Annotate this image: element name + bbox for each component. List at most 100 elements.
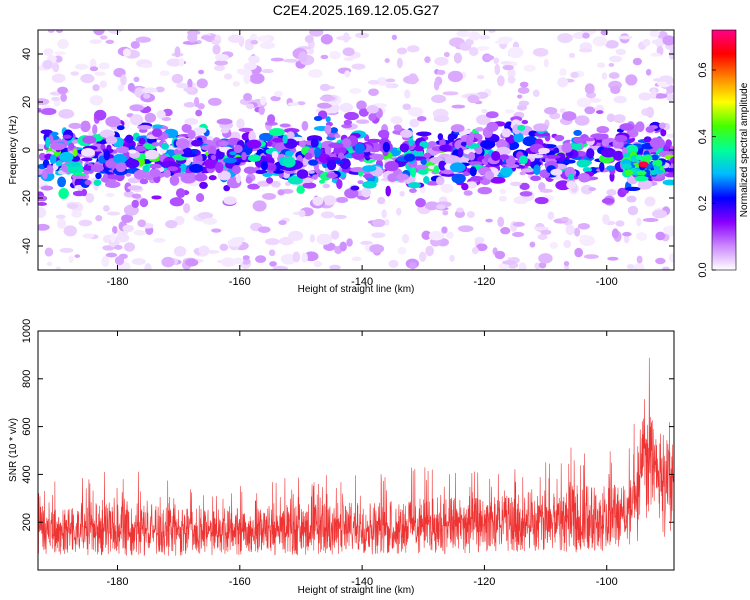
spectrogram-cell [301, 252, 308, 263]
snr-x-axis: -180 -160 -140 -120 -100 [106, 331, 618, 588]
spectrogram-cell [182, 148, 192, 154]
spectrogram-cell [618, 35, 633, 40]
spectrogram-cell [431, 94, 447, 103]
spectrogram-cell [42, 169, 48, 180]
x-tick-label: -100 [596, 276, 618, 288]
spectrogram-cell [298, 139, 306, 148]
spectrogram-cell [461, 183, 469, 191]
spectrogram-cell [316, 233, 333, 245]
spectrogram-cell [605, 39, 619, 49]
spectrogram-cell [272, 137, 285, 143]
spectrogram-cell [451, 104, 466, 109]
spectrogram-cell [381, 209, 387, 219]
spectrogram-cell [134, 145, 147, 152]
spectrogram-cell [662, 179, 674, 186]
spectrogram-cell [576, 159, 591, 168]
spectrogram-cell [361, 187, 372, 198]
spectrogram-cell [636, 217, 642, 227]
colorbar-axis: 0.0 0.2 0.4 0.6 [697, 62, 716, 278]
spectrogram-cell [211, 40, 221, 45]
spectrogram-cell [650, 88, 657, 100]
spectrogram-cell [356, 100, 367, 111]
spectrogram-cell [400, 129, 413, 138]
spectrogram-cell [304, 35, 314, 44]
spectrogram-cell [191, 139, 203, 147]
spectrogram-cell [68, 122, 82, 129]
spectrogram-cell [68, 255, 74, 263]
spectrogram-cell [662, 266, 670, 270]
spectrogram-cell [161, 256, 175, 268]
spectrogram-cell [574, 247, 583, 258]
spectrogram-cell [596, 126, 610, 134]
spectrogram-cell [329, 264, 341, 270]
spectrogram-cell [270, 57, 284, 62]
spectrogram-cell [335, 196, 349, 204]
spectrogram-cell [474, 236, 485, 244]
spectrogram-cell [285, 150, 294, 157]
spectrogram-cell [457, 225, 474, 232]
spectrogram-cell [273, 169, 285, 174]
spectrogram-cell [90, 164, 104, 172]
spectrogram-cell [601, 197, 615, 205]
spectrogram-cell [219, 243, 229, 251]
spectrogram-cell [60, 93, 67, 102]
spectrogram-cell [635, 154, 643, 160]
spectrogram-cell [363, 173, 374, 179]
spectrogram-cell [92, 84, 100, 92]
spectrogram-cell [384, 58, 390, 63]
spectrogram-cell [322, 195, 337, 206]
spectrogram-cell [292, 251, 301, 263]
spectrogram-cell [600, 30, 608, 36]
spectrogram-cell [65, 162, 81, 168]
spectrogram-cell [105, 181, 121, 188]
spectrogram-cell [412, 149, 424, 158]
spectrogram-cell [438, 160, 447, 171]
spectrogram-cell [480, 140, 496, 149]
spectrogram-cell [220, 127, 230, 134]
spectrogram-cell [650, 154, 659, 161]
spectrogram-cell [358, 108, 369, 117]
spectrogram-cell [283, 58, 299, 63]
spectrogram-cell [59, 151, 74, 162]
spectrogram-cell [271, 180, 281, 188]
spectrogram-cell [625, 144, 639, 155]
spectrogram-cell [483, 54, 495, 61]
spectrogram-cell [485, 218, 493, 223]
spectrogram-cell [373, 154, 385, 161]
spectrogram-cell [82, 233, 95, 239]
spectrogram-cell [397, 246, 407, 255]
spectrogram-cell [265, 238, 280, 246]
spectrogram-cell [242, 255, 250, 260]
spectrogram-cell [610, 85, 621, 94]
spectrogram-cell [521, 120, 528, 125]
colorbar: 0.0 0.2 0.4 0.6 Normalized spectral amplitu… [697, 29, 750, 278]
spectrogram-cell [339, 102, 353, 113]
spectrogram-cell [238, 127, 254, 132]
spectrogram-cell [366, 104, 379, 114]
spectrogram-cell [105, 252, 118, 258]
spectrogram-cell [54, 51, 66, 56]
spectrogram-cell [423, 152, 432, 159]
spectrogram-cell [560, 216, 569, 222]
spectrogram-cell [339, 241, 347, 252]
colorbar-tick-label: 0.0 [697, 262, 709, 277]
spectrogram-cell [651, 39, 666, 45]
spectrogram-cell [187, 78, 193, 90]
spectrogram-cell [662, 35, 674, 46]
spectrogram-cell [302, 182, 317, 189]
spectrogram-cell [500, 227, 511, 235]
snr-panel: -180 -160 -140 -120 -100 200 400 600 800 1000 He… [8, 319, 675, 596]
spectrogram-cell [608, 55, 622, 63]
spectrogram-cell [351, 63, 366, 70]
spectrogram-cell [478, 35, 490, 40]
spectrogram-cell [484, 170, 495, 180]
spectrogram-cell [325, 116, 331, 123]
spectrogram-cell [194, 173, 208, 182]
spectrogram-cell [577, 223, 590, 230]
spectrogram-cell [528, 154, 544, 159]
spectrogram-cell [173, 246, 187, 257]
spectrogram-cell [105, 135, 118, 145]
spectrogram-cell [211, 228, 222, 233]
spectrogram-cell [197, 103, 205, 110]
spectrogram-cell [485, 111, 499, 119]
